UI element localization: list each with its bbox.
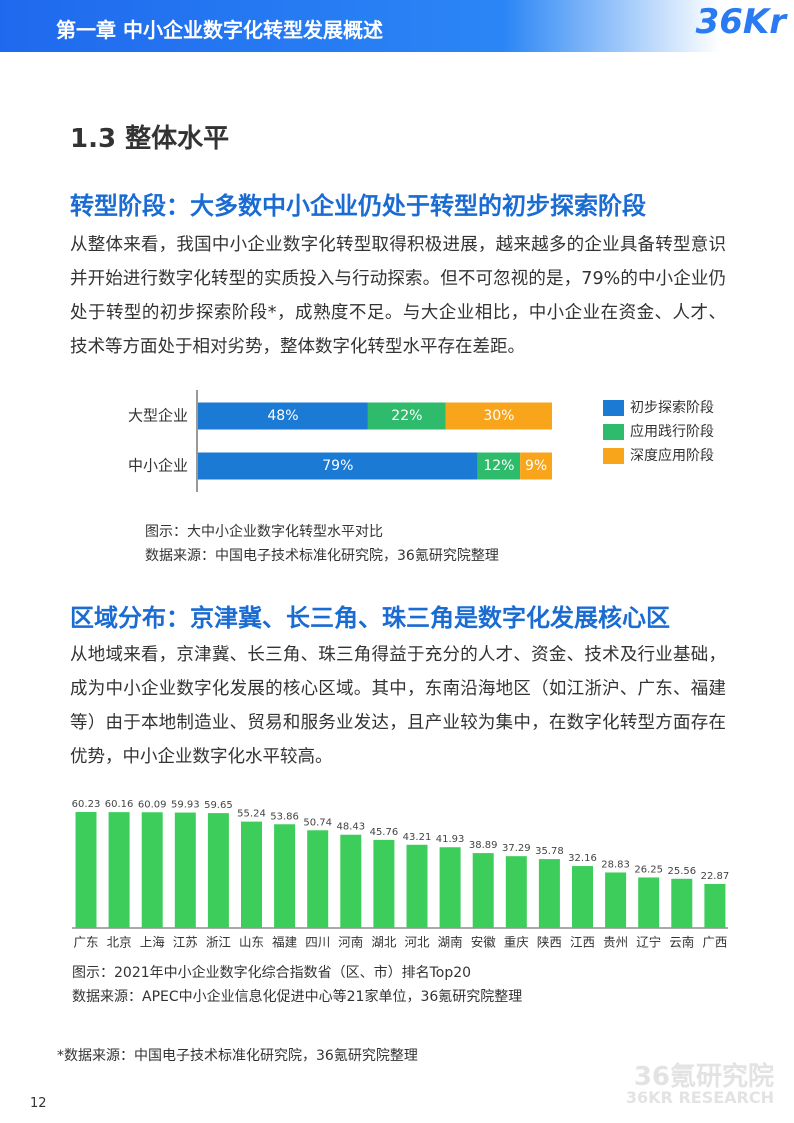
- category-label: 北京: [107, 935, 132, 950]
- bar: [572, 866, 593, 928]
- bar: [75, 812, 97, 928]
- value-label: 35.78: [535, 846, 564, 857]
- category-label: 陕西: [537, 935, 562, 950]
- category-label: 湖南: [438, 935, 463, 950]
- page-number: 12: [30, 1096, 47, 1111]
- bar-segment: [367, 402, 446, 430]
- value-label: 59.93: [171, 800, 200, 811]
- value-label: 28.83: [601, 859, 630, 870]
- bar: [472, 853, 494, 928]
- bar-segment: [445, 402, 552, 430]
- legend-label: 应用践行阶段: [630, 423, 714, 440]
- bar: [108, 812, 130, 928]
- category-label: 大型企业: [128, 407, 188, 425]
- value-label: 22.87: [701, 871, 730, 882]
- stacked-bar-chart: 大型企业 48% 22% 30% 中小企业 79% 12% 9% 初步探索阶段应用践行阶段深度应…: [128, 390, 714, 492]
- chart-source: 数据来源：中国电子技术标准化研究院，36氪研究院整理: [145, 548, 499, 564]
- paragraph: 从整体来看，我国中小企业数字化转型取得积极进展，越来越多的企业具备转型意识并开始…: [70, 235, 726, 357]
- bar-segment: [198, 402, 368, 430]
- value-label: 12%: [483, 458, 514, 474]
- value-label: 53.86: [270, 811, 299, 822]
- bar: [274, 824, 296, 928]
- bar-segment: [520, 452, 552, 480]
- section-title: 1.3 整体水平: [70, 124, 230, 154]
- value-label: 41.93: [436, 834, 465, 845]
- category-label: 河南: [338, 935, 363, 950]
- logo: 36Kr: [695, 2, 786, 42]
- bar: [340, 834, 362, 928]
- subheading: 转型阶段：大多数中小企业仍处于转型的初步探索阶段: [70, 192, 646, 220]
- value-label: 60.23: [72, 799, 101, 810]
- value-label: 60.09: [138, 799, 167, 810]
- bar-segment: [198, 452, 478, 480]
- legend-label: 深度应用阶段: [630, 447, 714, 464]
- category-label: 安徽: [471, 935, 497, 950]
- header-title: 第一章 中小企业数字化转型发展概述: [56, 18, 383, 42]
- category-label: 江西: [570, 935, 595, 950]
- value-label: 60.16: [105, 799, 134, 810]
- bar: [141, 812, 163, 928]
- category-label: 河北: [404, 935, 430, 950]
- bar-segment: [477, 452, 521, 480]
- watermark: 36KR RESEARCH: [625, 1088, 774, 1107]
- category-label: 湖北: [371, 935, 397, 950]
- bar: [605, 872, 627, 928]
- legend-swatch: [603, 400, 624, 416]
- value-label: 48%: [267, 408, 298, 424]
- value-label: 59.65: [204, 800, 233, 811]
- value-label: 30%: [483, 408, 514, 424]
- value-label: 22%: [391, 408, 422, 424]
- value-label: 25.56: [667, 866, 696, 877]
- value-label: 45.76: [370, 827, 399, 838]
- legend-label: 初步探索阶段: [630, 399, 714, 416]
- category-label: 浙江: [206, 935, 231, 950]
- chart-caption: 图示：2021年中小企业数字化综合指数省（区、市）排名Top20: [72, 965, 472, 981]
- category-label: 江苏: [173, 935, 198, 950]
- bar: [406, 844, 428, 928]
- header-band: [0, 0, 720, 52]
- category-label: 辽宁: [636, 935, 661, 950]
- bar: [439, 847, 461, 928]
- bar-chart: 60.23 广东 60.16 北京 60.09 上海 59.93 江苏 59.65 浙江 55.24…: [72, 799, 730, 950]
- category-label: 山东: [239, 935, 264, 950]
- category-label: 广西: [702, 935, 727, 950]
- paragraph: 从地域来看，京津冀、长三角、珠三角得益于充分的人才、资金、技术及行业基础，成为中…: [70, 645, 726, 767]
- category-label: 广东: [73, 935, 98, 950]
- bar: [704, 883, 726, 928]
- value-label: 55.24: [237, 809, 266, 820]
- chart-caption: 图示：大中小企业数字化转型水平对比: [145, 524, 383, 540]
- legend-swatch: [603, 424, 624, 440]
- legend-swatch: [603, 448, 624, 464]
- bar: [671, 878, 693, 928]
- bar: [174, 812, 196, 928]
- bar: [505, 856, 527, 928]
- category-label: 上海: [140, 935, 166, 950]
- chart-source: 数据来源：APEC中小企业信息化促进中心等21家单位，36氪研究院整理: [72, 989, 523, 1005]
- value-label: 48.43: [336, 822, 365, 833]
- footnote: *数据来源：中国电子技术标准化研究院，36氪研究院整理: [57, 1048, 418, 1064]
- bar: [241, 821, 262, 928]
- value-label: 50.74: [303, 817, 332, 828]
- category-label: 四川: [305, 935, 330, 950]
- category-label: 云南: [669, 935, 694, 950]
- bar: [373, 839, 395, 928]
- bar: [638, 877, 660, 928]
- watermark: 36氪研究院: [633, 1062, 774, 1092]
- value-label: 32.16: [568, 853, 597, 864]
- bar: [307, 830, 329, 928]
- bar: [538, 859, 560, 928]
- category-label: 中小企业: [128, 457, 188, 475]
- value-label: 38.89: [469, 840, 498, 851]
- category-label: 福建: [272, 935, 298, 950]
- value-label: 79%: [322, 458, 353, 474]
- subheading: 区域分布：京津冀、长三角、珠三角是数字化发展核心区: [70, 604, 670, 632]
- value-label: 37.29: [502, 843, 531, 854]
- bar: [207, 813, 229, 928]
- value-label: 9%: [525, 458, 547, 474]
- category-label: 重庆: [504, 935, 530, 950]
- category-label: 贵州: [603, 935, 628, 950]
- value-label: 43.21: [403, 832, 432, 843]
- value-label: 26.25: [634, 864, 663, 875]
